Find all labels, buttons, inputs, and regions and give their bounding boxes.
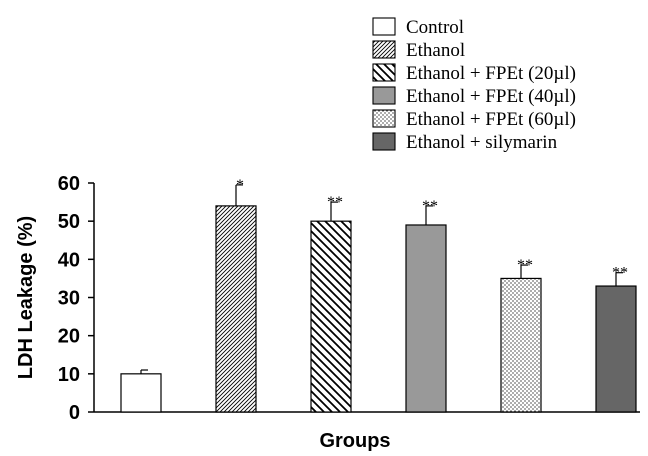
bar xyxy=(405,224,447,413)
legend-entry: Ethanol + silymarin xyxy=(406,132,558,153)
bar xyxy=(500,277,542,413)
y-tick-label: 0 xyxy=(69,402,80,424)
bar xyxy=(310,220,352,413)
y-tick-label: 30 xyxy=(58,288,80,310)
y-tick-label: 40 xyxy=(58,249,80,271)
significance-marker: * xyxy=(236,177,244,194)
legend-swatch xyxy=(372,109,396,128)
legend-swatch xyxy=(372,132,396,151)
y-tick-label: 20 xyxy=(58,326,80,348)
legend-entry: Ethanol + FPEt (20µl) xyxy=(406,63,576,84)
significance-marker: ** xyxy=(422,198,438,215)
y-tick-label: 10 xyxy=(58,364,80,386)
legend-swatch xyxy=(372,17,396,36)
significance-marker: ** xyxy=(612,265,628,282)
significance-marker: ** xyxy=(327,194,343,211)
legend-swatch xyxy=(372,86,396,105)
y-axis-title: LDH Leakage (%) xyxy=(15,216,37,379)
legend-swatch xyxy=(372,40,396,59)
y-tick-label: 50 xyxy=(58,211,80,233)
bar xyxy=(215,205,257,413)
bar xyxy=(595,285,637,413)
y-tick-label: 60 xyxy=(58,173,80,195)
x-axis-title: Groups xyxy=(319,430,390,452)
bar xyxy=(120,373,162,413)
legend-entry: Control xyxy=(406,17,464,38)
legend-entry: Ethanol + FPEt (60µl) xyxy=(406,109,576,130)
legend-entry: Ethanol + FPEt (40µl) xyxy=(406,86,576,107)
legend-entry: Ethanol xyxy=(406,40,465,61)
legend-swatch xyxy=(372,63,396,82)
significance-marker: ** xyxy=(517,257,533,274)
